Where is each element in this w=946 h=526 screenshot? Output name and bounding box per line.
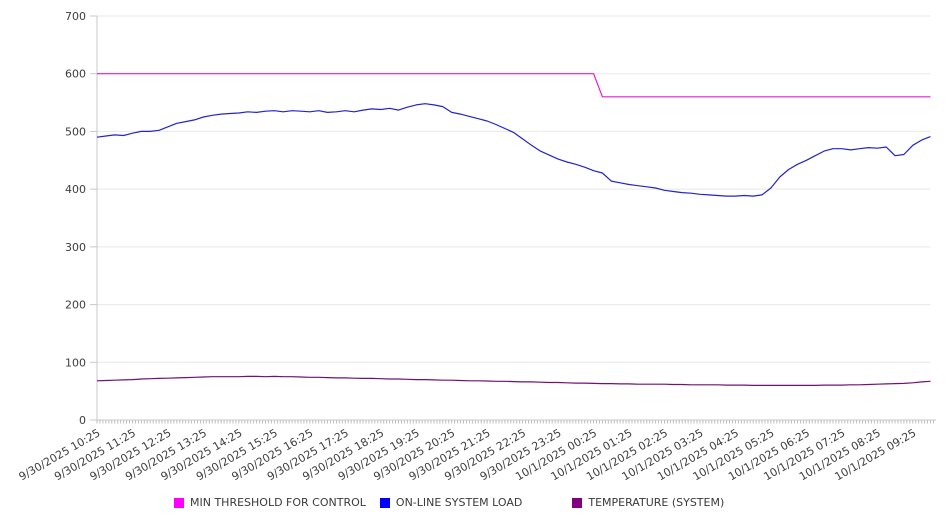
legend-label-system-load: ON-LINE SYSTEM LOAD [395, 496, 523, 509]
legend-swatch-min-threshold-icon [174, 497, 184, 508]
legend-item-min-threshold[interactable]: MIN THRESHOLD FOR CONTROL [174, 496, 366, 509]
y-axis-tick-label: 200 [65, 299, 86, 312]
y-axis-tick-label: 500 [65, 125, 86, 138]
series-line-min-threshold-for-control [97, 73, 931, 98]
legend-swatch-temperature-icon [572, 497, 583, 508]
legend-swatch-system-load-icon [379, 497, 390, 508]
y-axis-tick-label: 300 [65, 241, 86, 254]
legend-label-min-threshold: MIN THRESHOLD FOR CONTROL [190, 496, 366, 509]
legend-item-system-load[interactable]: ON-LINE SYSTEM LOAD [379, 496, 523, 509]
series-line-on-line-system-load [96, 103, 931, 197]
y-axis-tick-label: 0 [79, 414, 86, 427]
series-line-temperature-system [96, 375, 931, 386]
legend-item-temperature[interactable]: TEMPERATURE (SYSTEM) [572, 496, 724, 509]
y-axis-tick-label: 700 [65, 10, 86, 23]
legend-label-temperature: TEMPERATURE (SYSTEM) [588, 496, 725, 509]
y-axis-tick-label: 600 [65, 68, 86, 81]
y-axis-tick-label: 400 [65, 183, 86, 196]
chart-legend: MIN THRESHOLD FOR CONTROL ON-LINE SYSTEM… [174, 496, 724, 509]
y-axis-tick-label: 100 [65, 356, 86, 369]
